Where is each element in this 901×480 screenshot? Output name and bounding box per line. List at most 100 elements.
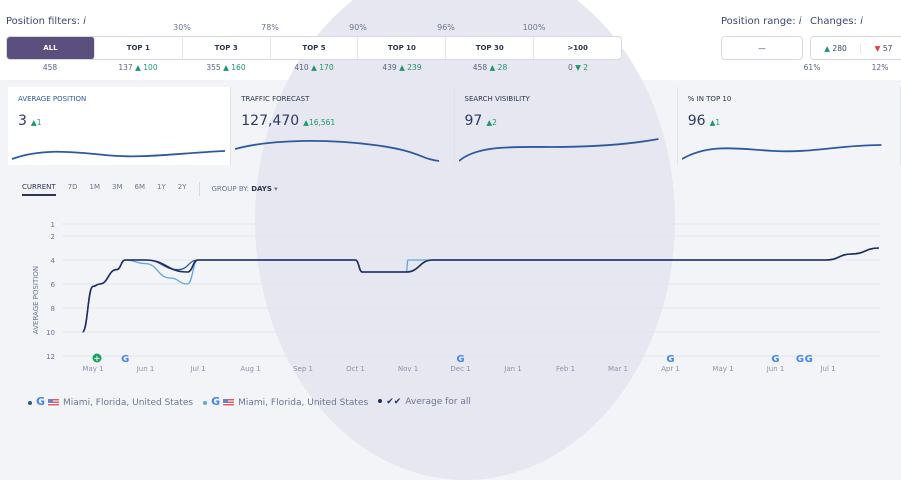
filter-top-30-button[interactable]: TOP 30 bbox=[446, 37, 535, 59]
arrow-down-icon: ▼ bbox=[575, 63, 581, 72]
filter-top-1-button[interactable]: TOP 1 bbox=[95, 37, 183, 59]
google-mobile-icon: G bbox=[211, 395, 221, 408]
y-tick-label: 10 bbox=[46, 329, 55, 337]
metric-card-traffic-forecast[interactable]: TRAFFIC FORECAST 127,470 ▲16,561 bbox=[231, 87, 455, 165]
us-flag-icon bbox=[48, 398, 60, 407]
y-tick-label: 4 bbox=[51, 257, 56, 265]
filter-all-button[interactable]: ALL bbox=[7, 37, 95, 59]
legend-average[interactable]: ✔✔ Average for all bbox=[378, 397, 471, 407]
period-2y[interactable]: 2Y bbox=[177, 182, 187, 191]
x-tick-label: Jul 1 bbox=[189, 365, 205, 373]
filter-percent: 30% bbox=[173, 23, 191, 32]
x-tick-label: Jan 1 bbox=[503, 365, 521, 373]
x-tick-label: Jul 1 bbox=[819, 365, 835, 373]
changes-down-button[interactable]: ▼ 57 bbox=[874, 43, 893, 53]
filter-top-5-button[interactable]: TOP 5 bbox=[271, 37, 359, 59]
position-filters-title: Position filters: i bbox=[6, 16, 86, 27]
period-6m[interactable]: 6M bbox=[134, 182, 146, 191]
period-3m[interactable]: 3M bbox=[112, 182, 123, 191]
metric-value: 96 ▲1 bbox=[687, 113, 721, 129]
series-line-3 bbox=[81, 247, 879, 333]
y-tick-label: 8 bbox=[51, 305, 55, 313]
google-update-icon: G bbox=[796, 354, 804, 365]
metric-card-average-position[interactable]: AVERAGE POSITION 3 ▲1 bbox=[8, 87, 232, 165]
filter-percent: 96% bbox=[437, 23, 455, 32]
y-tick-label: 1 bbox=[51, 221, 55, 229]
google-update-icon: G bbox=[121, 354, 129, 365]
metric-title: % IN TOP 10 bbox=[687, 95, 732, 103]
filter-percent: 78% bbox=[261, 23, 279, 32]
metric-value: 97 ▲2 bbox=[464, 113, 497, 129]
google-icon: G bbox=[36, 395, 46, 408]
filter-100-button[interactable]: >100 bbox=[567, 44, 588, 52]
filter-top-3-button[interactable]: TOP 3 bbox=[183, 37, 271, 59]
metric-title: SEARCH VISIBILITY bbox=[464, 95, 530, 103]
legend-series-2[interactable]: G Miami, Florida, United States bbox=[203, 395, 368, 408]
chart-legend: G Miami, Florida, United States G Miami, F… bbox=[28, 395, 471, 408]
arrow-up-icon: ▲ bbox=[311, 63, 317, 72]
filter-top-10-button[interactable]: TOP 10 bbox=[358, 37, 447, 59]
metric-card-search-visibility[interactable]: SEARCH VISIBILITY 97 ▲2 bbox=[455, 87, 678, 165]
sparkline bbox=[235, 140, 440, 162]
plus-icon: + bbox=[94, 354, 101, 363]
metric-title: AVERAGE POSITION bbox=[18, 95, 87, 103]
arrow-up-icon: ▲ bbox=[30, 118, 37, 127]
info-icon[interactable]: i bbox=[83, 16, 86, 27]
x-tick-label: Jun 1 bbox=[766, 365, 785, 373]
period-1y[interactable]: 1Y bbox=[157, 182, 166, 191]
period-current[interactable]: CURRENT bbox=[22, 183, 56, 196]
position-range-title: Position range: i bbox=[721, 16, 802, 27]
y-tick-label: 12 bbox=[46, 353, 55, 361]
changes-title: Changes: i bbox=[810, 16, 863, 27]
x-tick-label: Oct 1 bbox=[346, 365, 365, 373]
google-update-icon: G bbox=[771, 354, 779, 365]
double-check-icon: ✔✔ bbox=[386, 396, 402, 407]
y-tick-label: 2 bbox=[51, 233, 55, 241]
metric-cards: AVERAGE POSITION 3 ▲1 TRAFFIC FORECAST 12… bbox=[8, 87, 901, 165]
x-tick-label: Dec 1 bbox=[450, 365, 470, 373]
filter-count: 439 ▲ 239 bbox=[382, 63, 422, 72]
filter-percent: 100% bbox=[522, 23, 546, 32]
arrow-up-icon: ▲ bbox=[399, 63, 405, 72]
x-tick-label: Apr 1 bbox=[661, 365, 680, 373]
legend-series-1[interactable]: G Miami, Florida, United States bbox=[28, 395, 193, 408]
y-tick-label: 6 bbox=[51, 281, 56, 289]
position-filter-group: ALL TOP 1 TOP 3 TOP 5 TOP 10 TOP 30 >100 bbox=[6, 36, 622, 60]
filter-count: 137 ▲ 100 bbox=[118, 63, 158, 72]
metric-title: TRAFFIC FORECAST bbox=[241, 95, 310, 103]
filter-count: 355 ▲ 160 bbox=[206, 63, 246, 72]
arrow-up-icon: ▲ bbox=[709, 118, 716, 127]
metric-value: 127,470 ▲16,561 bbox=[241, 113, 336, 129]
us-flag-icon bbox=[223, 398, 235, 407]
filter-percent: 90% bbox=[349, 23, 367, 32]
metric-card-in-top-10[interactable]: % IN TOP 10 96 ▲1 bbox=[678, 87, 901, 165]
sparkline bbox=[12, 150, 226, 160]
position-range-input[interactable]: — bbox=[721, 36, 803, 60]
sparkline bbox=[458, 138, 659, 162]
x-tick-label: Jun 1 bbox=[136, 365, 155, 373]
period-selector: CURRENT 7D 1M 3M 6M 1Y 2Y GROUP BY: DAYS ▾ bbox=[22, 182, 278, 196]
x-tick-label: May 1 bbox=[82, 365, 103, 373]
x-tick-label: Feb 1 bbox=[556, 365, 575, 373]
arrow-up-icon: ▲ bbox=[489, 63, 496, 72]
info-icon[interactable]: i bbox=[798, 16, 802, 27]
arrow-up-icon: ▲ bbox=[486, 118, 493, 127]
note-marker-icon bbox=[92, 353, 102, 363]
x-tick-label: May 1 bbox=[712, 365, 733, 373]
arrow-up-icon: ▲ bbox=[303, 118, 309, 127]
period-1m[interactable]: 1M bbox=[89, 182, 101, 191]
google-update-icon: G bbox=[666, 354, 674, 365]
divider bbox=[198, 182, 200, 196]
changes-up-button[interactable]: ▲ 280 bbox=[811, 43, 861, 53]
period-7d[interactable]: 7D bbox=[67, 182, 78, 191]
info-icon[interactable]: i bbox=[860, 16, 863, 27]
metric-value: 3 ▲1 bbox=[18, 113, 42, 129]
arrow-up-icon: ▲ bbox=[223, 63, 229, 72]
sparkline bbox=[681, 144, 882, 160]
group-by-dropdown[interactable]: GROUP BY: DAYS ▾ bbox=[211, 185, 278, 193]
x-tick-label: Mar 1 bbox=[608, 365, 628, 373]
changes-down-pct: 12% bbox=[871, 63, 889, 72]
x-tick-label: Aug 1 bbox=[240, 365, 260, 373]
y-axis-label: AVERAGE POSITION bbox=[32, 266, 40, 334]
